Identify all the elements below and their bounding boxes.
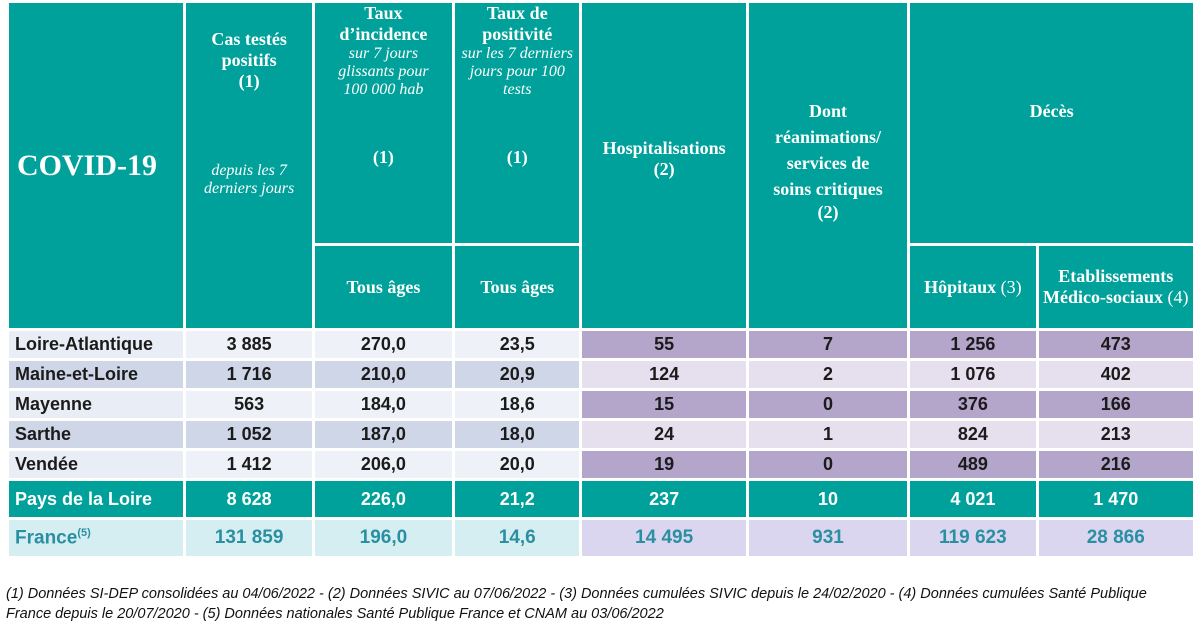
region-name: Vendée: [5, 448, 187, 481]
value-cell: 563: [183, 388, 315, 421]
value-cell: 119 623: [907, 517, 1039, 559]
value-cell: 824: [907, 418, 1039, 451]
value-cell: 187,0: [311, 418, 456, 451]
region-note: (5): [77, 526, 91, 539]
table-body: Loire-Atlantique 3 885 270,0 23,5 55 7 1 256 47…: [5, 328, 1197, 559]
sub-note: (4): [1167, 287, 1189, 307]
table-row: Vendée 1 412 206,0 20,0 19 0 489 216: [5, 448, 1197, 481]
value-cell: 28 866: [1035, 517, 1197, 559]
value-cell: 473: [1035, 328, 1197, 361]
sub-title: Etablissements Médico-sociaux: [1043, 266, 1174, 307]
total-row: Pays de la Loire 8 628 226,0 21,2 237 10 4 021…: [5, 478, 1197, 520]
value-cell: 2: [745, 358, 911, 391]
header-title: Hospitalisations: [602, 137, 726, 158]
value-cell: 196,0: [311, 517, 456, 559]
value-cell: 216: [1035, 448, 1197, 481]
header-note: (1): [506, 147, 528, 167]
value-cell: 19: [579, 448, 749, 481]
header-title: Dont réanimations/ services de soins cri…: [773, 101, 883, 199]
region-name-text: France: [15, 527, 78, 549]
table-header: COVID-19 Cas testés positifs (1) depuis …: [5, 0, 1197, 331]
value-cell: 210,0: [311, 358, 456, 391]
sub-header: Hôpitaux (3): [907, 243, 1039, 331]
region-name: France(5): [5, 517, 187, 559]
value-cell: 1 412: [183, 448, 315, 481]
table-row: Loire-Atlantique 3 885 270,0 23,5 55 7 1 256 47…: [5, 328, 1197, 361]
value-cell: 18,0: [452, 418, 583, 451]
value-cell: 3 885: [183, 328, 315, 361]
value-cell: 0: [745, 388, 911, 421]
header-cell: Dont réanimations/ services de soins cri…: [745, 0, 911, 331]
header-cell: Taux de positivité sur les 7 derniers jo…: [452, 0, 583, 246]
header-note: (1): [372, 147, 394, 167]
value-cell: 10: [745, 478, 911, 520]
covid-table: COVID-19 Cas testés positifs (1) depuis …: [5, 0, 1197, 559]
table-row: Sarthe 1 052 187,0 18,0 24 1 824 213: [5, 418, 1197, 451]
value-cell: 489: [907, 448, 1039, 481]
value-cell: 18,6: [452, 388, 583, 421]
value-cell: 21,2: [452, 478, 583, 520]
value-cell: 376: [907, 388, 1039, 421]
value-cell: 55: [579, 328, 749, 361]
value-cell: 1: [745, 418, 911, 451]
value-cell: 402: [1035, 358, 1197, 391]
value-cell: 270,0: [311, 328, 456, 361]
table-row: Mayenne 563 184,0 18,6 15 0 376 166: [5, 388, 1197, 421]
value-cell: 8 628: [183, 478, 315, 520]
value-cell: 14,6: [452, 517, 583, 559]
value-cell: 184,0: [311, 388, 456, 421]
header-title: Taux d’incidence: [339, 3, 428, 44]
value-cell: 124: [579, 358, 749, 391]
region-name: Sarthe: [5, 418, 187, 451]
value-cell: 20,0: [452, 448, 583, 481]
value-cell: 226,0: [311, 478, 456, 520]
value-cell: 206,0: [311, 448, 456, 481]
value-cell: 1 470: [1035, 478, 1197, 520]
footnote: (1) Données SI-DEP consolidées au 04/06/…: [6, 586, 1147, 622]
value-cell: 131 859: [183, 517, 315, 559]
value-cell: 20,9: [452, 358, 583, 391]
sub-note: (3): [1000, 276, 1022, 297]
value-cell: 237: [579, 478, 749, 520]
group-header: Décès: [907, 0, 1196, 246]
value-cell: 23,5: [452, 328, 583, 361]
region-name: Pays de la Loire: [5, 478, 187, 520]
value-cell: 4 021: [907, 478, 1039, 520]
sub-header: Tous âges: [452, 243, 583, 331]
header-title: Taux de positivité: [482, 3, 553, 44]
value-cell: 1 052: [183, 418, 315, 451]
sub-header: Tous âges: [311, 243, 456, 331]
region-name: Maine-et-Loire: [5, 358, 187, 391]
header-note: (2): [653, 158, 675, 179]
region-name: Mayenne: [5, 388, 187, 421]
table-title: COVID-19: [5, 0, 187, 331]
header-cell: Cas testés positifs (1) depuis les 7 der…: [183, 0, 315, 331]
value-cell: 7: [745, 328, 911, 361]
value-cell: 1 256: [907, 328, 1039, 361]
value-cell: 213: [1035, 418, 1197, 451]
value-cell: 24: [579, 418, 749, 451]
value-cell: 14 495: [579, 517, 749, 559]
header-detail: sur les 7 derniers jours pour 100 tests: [461, 45, 574, 98]
header-cell: Hospitalisations (2): [579, 0, 749, 331]
value-cell: 1 716: [183, 358, 315, 391]
value-cell: 931: [745, 517, 911, 559]
region-name: Loire-Atlantique: [5, 328, 187, 361]
header-note: (1): [238, 71, 260, 91]
header-note: (2): [817, 202, 839, 222]
value-cell: 166: [1035, 388, 1197, 421]
header-cell: Taux d’incidence sur 7 jours glissants p…: [311, 0, 456, 246]
sub-header: Etablissements Médico-sociaux (4): [1035, 243, 1197, 331]
value-cell: 15: [579, 388, 749, 421]
header-detail: depuis les 7 derniers jours: [203, 162, 295, 197]
header-detail: sur 7 jours glissants pour 100 000 hab: [338, 45, 429, 98]
sub-title: Hôpitaux: [924, 276, 997, 297]
table-row: Maine-et-Loire 1 716 210,0 20,9 124 2 1 076 402: [5, 358, 1197, 391]
header-title: Cas testés positifs: [211, 29, 287, 70]
value-cell: 0: [745, 448, 911, 481]
value-cell: 1 076: [907, 358, 1039, 391]
france-row: France(5) 131 859 196,0 14,6 14 495 931 119 62…: [5, 517, 1197, 559]
